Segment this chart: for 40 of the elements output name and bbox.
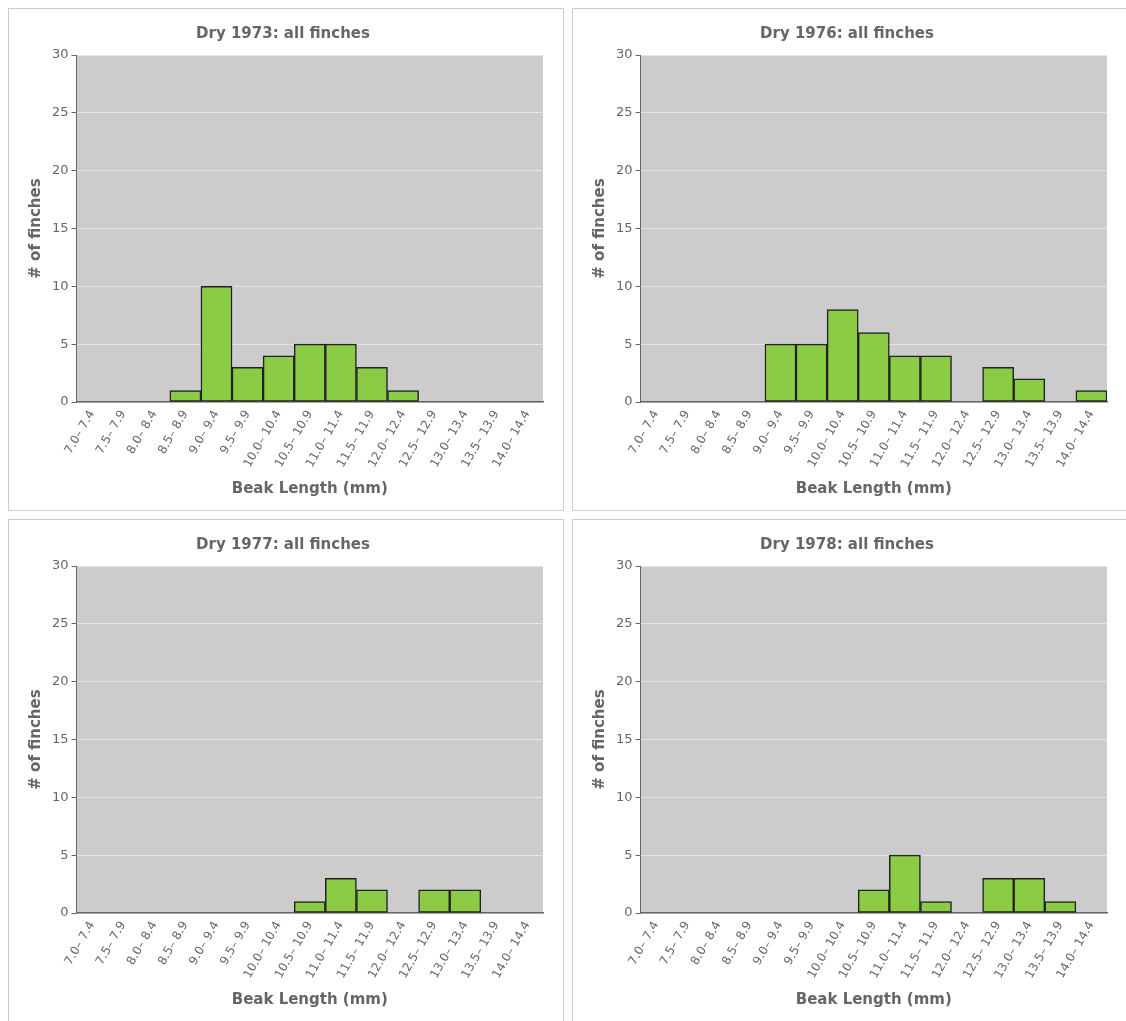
- y-tick-label: 30: [616, 46, 633, 62]
- y-tick-label: 25: [616, 104, 633, 120]
- y-tick-label: 10: [52, 788, 69, 804]
- y-tick-label: 25: [616, 615, 633, 631]
- y-tick-label: 25: [52, 104, 69, 120]
- y-tick-label: 5: [60, 846, 69, 862]
- y-tick-label: 15: [616, 219, 633, 235]
- y-tick-label: 25: [52, 615, 69, 631]
- y-tick-label: 15: [52, 219, 69, 235]
- y-tick-label: 15: [52, 730, 69, 746]
- y-tick-label: 30: [616, 557, 633, 573]
- y-axis-title: # of finches: [589, 178, 608, 279]
- y-tick-label: 0: [60, 904, 69, 920]
- y-tick-label: 20: [616, 673, 633, 689]
- chart-title: Dry 1973: all finches: [196, 23, 371, 42]
- chart-title: Dry 1977: all finches: [196, 534, 371, 553]
- y-tick-label: 30: [52, 557, 69, 573]
- chart-title: Dry 1978: all finches: [760, 534, 935, 553]
- x-axis-title: Beak Length (mm): [795, 478, 952, 497]
- y-tick-label: 5: [624, 846, 633, 862]
- chart-title: Dry 1976: all finches: [760, 23, 935, 42]
- y-tick-label: 15: [616, 730, 633, 746]
- x-axis-title: Beak Length (mm): [795, 989, 952, 1008]
- y-tick-label: 5: [624, 335, 633, 351]
- y-tick-label: 10: [616, 788, 633, 804]
- x-axis-title: Beak Length (mm): [231, 989, 388, 1008]
- y-tick-label: 20: [616, 162, 633, 178]
- y-tick-label: 0: [60, 393, 69, 409]
- y-axis-title: # of finches: [25, 689, 44, 790]
- y-tick-label: 5: [60, 335, 69, 351]
- y-axis-title: # of finches: [25, 178, 44, 279]
- y-tick-label: 0: [624, 393, 633, 409]
- y-tick-label: 30: [52, 46, 69, 62]
- y-tick-label: 20: [52, 673, 69, 689]
- y-tick-label: 20: [52, 162, 69, 178]
- x-axis-title: Beak Length (mm): [231, 478, 388, 497]
- y-tick-label: 0: [624, 904, 633, 920]
- y-tick-label: 10: [52, 277, 69, 293]
- y-axis-title: # of finches: [589, 689, 608, 790]
- y-tick-label: 10: [616, 277, 633, 293]
